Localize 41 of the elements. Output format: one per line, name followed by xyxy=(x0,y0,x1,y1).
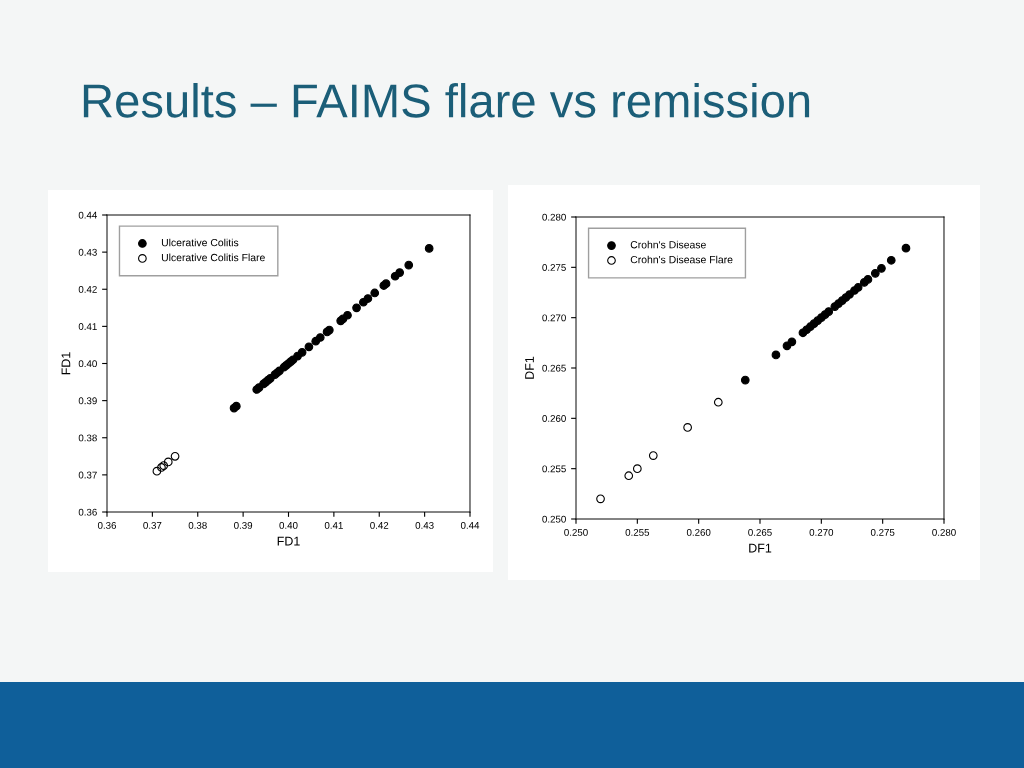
y-tick-label: 0.255 xyxy=(542,465,566,473)
y-axis-title: DF1 xyxy=(525,356,534,379)
x-tick-label: 0.42 xyxy=(370,521,389,529)
x-tick-label: 0.250 xyxy=(564,528,588,536)
legend-label: Crohn's Disease Flare xyxy=(630,255,733,264)
y-tick-label: 0.44 xyxy=(78,211,97,219)
y-tick-label: 0.38 xyxy=(78,434,97,442)
x-axis-title: DF1 xyxy=(749,543,772,553)
x-tick-label: 0.280 xyxy=(932,528,956,536)
y-tick-label: 0.37 xyxy=(78,471,97,479)
y-tick-label: 0.36 xyxy=(78,508,97,516)
y-tick-label: 0.275 xyxy=(542,264,566,271)
x-tick-label: 0.43 xyxy=(415,521,434,529)
y-tick-label: 0.270 xyxy=(542,314,566,322)
y-tick-label: 0.40 xyxy=(78,360,97,368)
y-tick-label: 0.42 xyxy=(78,285,97,293)
y-axis-title: FD1 xyxy=(61,352,71,375)
legend-label: Ulcerative Colitis Flare xyxy=(161,253,265,262)
x-tick-label: 0.36 xyxy=(97,521,117,529)
y-tick-label: 0.280 xyxy=(542,213,566,221)
y-tick-label: 0.39 xyxy=(78,397,97,405)
x-tick-label: 0.255 xyxy=(625,528,650,536)
x-tick-label: 0.39 xyxy=(234,521,253,529)
x-tick-label: 0.37 xyxy=(143,521,162,529)
y-tick-label: 0.43 xyxy=(78,248,97,256)
x-tick-label: 0.265 xyxy=(748,528,772,536)
x-tick-label: 0.41 xyxy=(324,521,343,529)
x-tick-label: 0.275 xyxy=(870,528,895,536)
legend-label: Crohn's Disease xyxy=(630,240,706,249)
x-axis-title: FD1 xyxy=(277,536,300,546)
y-tick-label: 0.250 xyxy=(542,515,566,523)
x-tick-label: 0.44 xyxy=(460,521,480,529)
legend-label: Ulcerative Colitis xyxy=(161,238,239,247)
y-tick-label: 0.260 xyxy=(542,415,566,422)
x-tick-label: 0.38 xyxy=(188,521,207,529)
chart-title: Results – FAIMS flare vs remission xyxy=(83,82,810,118)
x-tick-label: 0.270 xyxy=(809,528,834,536)
y-tick-label: 0.265 xyxy=(542,364,566,372)
y-tick-label: 0.41 xyxy=(78,323,97,330)
x-tick-label: 0.260 xyxy=(686,528,711,536)
x-tick-label: 0.40 xyxy=(279,521,298,529)
